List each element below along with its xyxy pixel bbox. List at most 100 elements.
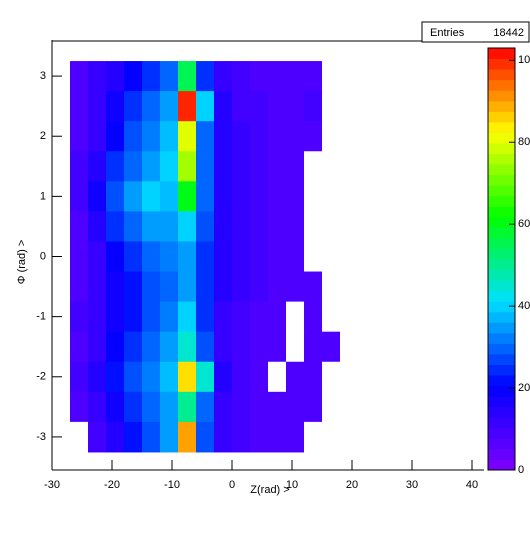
cell xyxy=(214,271,233,303)
cell xyxy=(88,361,107,393)
cell xyxy=(286,361,305,393)
cell xyxy=(106,211,125,242)
y-tick-label: 2 xyxy=(40,130,46,142)
cell xyxy=(160,211,179,242)
cell xyxy=(124,301,143,333)
cell xyxy=(106,151,125,182)
colorbar-band xyxy=(488,216,515,228)
cell xyxy=(376,241,395,273)
cell xyxy=(376,211,395,242)
colorbar-band xyxy=(488,459,515,471)
cell xyxy=(70,391,89,423)
cell xyxy=(88,241,107,273)
cell xyxy=(358,181,377,212)
cell xyxy=(160,361,179,393)
cell xyxy=(88,121,107,152)
cell xyxy=(214,121,233,152)
cell xyxy=(214,181,233,212)
colorbar-band xyxy=(488,311,515,323)
x-tick-label: -20 xyxy=(104,479,120,491)
cell xyxy=(286,271,305,303)
x-axis-title: Z(rad) > xyxy=(250,484,289,496)
cell xyxy=(106,331,125,363)
cell xyxy=(322,271,341,303)
cell xyxy=(268,181,287,212)
cell xyxy=(160,91,179,122)
colorbar-tick-label: 20 xyxy=(518,382,530,394)
cell xyxy=(286,391,305,423)
cell xyxy=(304,151,323,182)
y-tick-label: -3 xyxy=(36,431,46,443)
cell xyxy=(322,211,341,242)
y-tick-label: -2 xyxy=(36,371,46,383)
cell xyxy=(106,421,125,453)
cell xyxy=(142,241,161,273)
cell xyxy=(376,61,395,92)
cell xyxy=(70,331,89,363)
cell xyxy=(268,331,287,363)
cell xyxy=(70,211,89,242)
colorbar-band xyxy=(488,332,515,344)
cell xyxy=(340,331,359,363)
cell xyxy=(124,421,143,453)
cell xyxy=(358,211,377,242)
cell xyxy=(268,151,287,182)
cell xyxy=(214,361,233,393)
cell xyxy=(142,61,161,92)
cell xyxy=(106,271,125,303)
colorbar-band xyxy=(488,248,515,260)
cell xyxy=(268,421,287,453)
cell xyxy=(304,211,323,242)
cell xyxy=(232,211,251,242)
cell xyxy=(178,421,197,453)
cell xyxy=(250,151,269,182)
cell xyxy=(178,151,197,182)
colorbar-band xyxy=(488,417,515,429)
cell xyxy=(304,121,323,152)
cell xyxy=(124,331,143,363)
cell xyxy=(232,361,251,393)
cell xyxy=(124,271,143,303)
cell xyxy=(304,421,323,453)
cell xyxy=(268,391,287,423)
colorbar-band xyxy=(488,121,515,133)
cell xyxy=(178,361,197,393)
cell xyxy=(160,331,179,363)
cell xyxy=(142,361,161,393)
cell xyxy=(358,121,377,152)
cell xyxy=(214,331,233,363)
colorbar-band xyxy=(488,79,515,91)
cell xyxy=(340,241,359,273)
cell xyxy=(322,301,341,333)
cell xyxy=(178,211,197,242)
colorbar-band xyxy=(488,438,515,450)
cell xyxy=(232,151,251,182)
cell xyxy=(178,331,197,363)
cell xyxy=(160,271,179,303)
cell xyxy=(160,421,179,453)
cell xyxy=(196,271,215,303)
cell xyxy=(160,121,179,152)
cell xyxy=(250,391,269,423)
cell xyxy=(88,211,107,242)
cell xyxy=(178,301,197,333)
cell xyxy=(124,211,143,242)
cell xyxy=(286,181,305,212)
cell xyxy=(232,421,251,453)
cell xyxy=(376,181,395,212)
cell xyxy=(232,391,251,423)
cell xyxy=(160,181,179,212)
cell xyxy=(322,181,341,212)
cell xyxy=(304,241,323,273)
cell xyxy=(178,91,197,122)
cell xyxy=(358,91,377,122)
y-axis-title: Φ (rad) > xyxy=(16,240,28,285)
cell xyxy=(88,421,107,453)
cell xyxy=(196,301,215,333)
cell xyxy=(214,211,233,242)
colorbar-tick-label: 80 xyxy=(518,136,530,148)
cell xyxy=(322,421,341,453)
colorbar-band xyxy=(488,343,515,355)
cell xyxy=(268,361,287,393)
